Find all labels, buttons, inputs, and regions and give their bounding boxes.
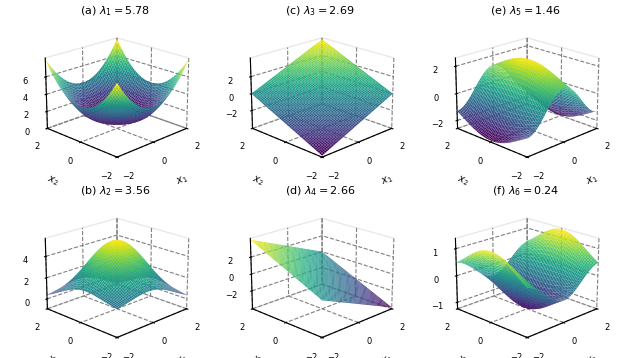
Y-axis label: $x_2$: $x_2$ <box>45 173 60 188</box>
X-axis label: $x_1$: $x_1$ <box>584 353 600 358</box>
Y-axis label: $x_2$: $x_2$ <box>455 353 470 358</box>
Y-axis label: $x_2$: $x_2$ <box>45 353 60 358</box>
X-axis label: $x_1$: $x_1$ <box>380 353 394 358</box>
X-axis label: $x_1$: $x_1$ <box>174 173 189 188</box>
Title: (c) $\lambda_3 = 2.69$: (c) $\lambda_3 = 2.69$ <box>285 4 355 18</box>
Title: (b) $\lambda_2 = 3.56$: (b) $\lambda_2 = 3.56$ <box>79 185 150 198</box>
X-axis label: $x_1$: $x_1$ <box>174 353 189 358</box>
Title: (a) $\lambda_1 = 5.78$: (a) $\lambda_1 = 5.78$ <box>80 4 150 18</box>
Y-axis label: $x_2$: $x_2$ <box>455 173 470 188</box>
Title: (d) $\lambda_4 = 2.66$: (d) $\lambda_4 = 2.66$ <box>285 185 355 198</box>
Title: (f) $\lambda_6 = 0.24$: (f) $\lambda_6 = 0.24$ <box>492 185 559 198</box>
X-axis label: $x_1$: $x_1$ <box>380 173 394 188</box>
Y-axis label: $x_2$: $x_2$ <box>250 173 265 188</box>
Title: (e) $\lambda_5 = 1.46$: (e) $\lambda_5 = 1.46$ <box>490 4 561 18</box>
X-axis label: $x_1$: $x_1$ <box>584 173 600 188</box>
Y-axis label: $x_2$: $x_2$ <box>250 353 265 358</box>
